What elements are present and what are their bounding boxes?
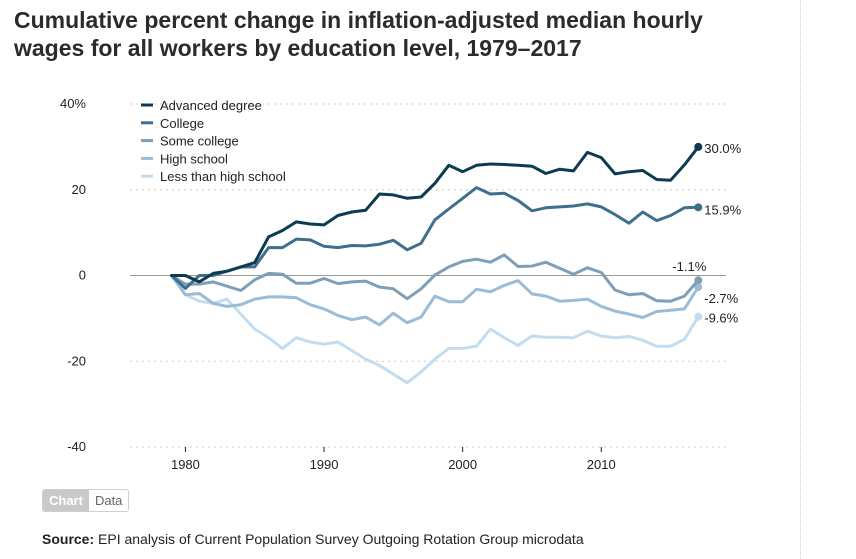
x-tick-label: 2010 [587, 457, 616, 472]
series-end-point [694, 276, 703, 285]
series-end-point [694, 283, 703, 292]
legend-label: Advanced degree [160, 98, 262, 113]
series-end-point [694, 142, 703, 151]
series-line [170, 274, 700, 385]
chart-title: Cumulative percent change in inflation-a… [14, 7, 703, 61]
end-labels: 30.0% 15.9% -1.1% -2.7% -9.6% [672, 141, 741, 326]
series-line [170, 186, 700, 290]
right-divider [800, 0, 801, 559]
end-value-label: -2.7% [704, 291, 738, 306]
end-value-label: 15.9% [704, 202, 741, 217]
series-lines [170, 142, 703, 385]
series-line [170, 253, 700, 303]
end-value-label: -1.1% [672, 259, 706, 274]
end-value-label: -9.6% [704, 311, 738, 326]
chart-tab[interactable]: Chart [43, 490, 89, 511]
series-line [170, 274, 700, 327]
x-tick-label: 1980 [171, 457, 200, 472]
grid [130, 103, 726, 448]
legend: Advanced degree College Some college High s… [141, 98, 286, 184]
x-tick-label: 1990 [310, 457, 339, 472]
y-tick-label: 20 [72, 182, 86, 197]
y-tick-label: -40 [67, 439, 86, 454]
y-tick-label: 0 [79, 268, 86, 283]
source-label: Source: [42, 531, 95, 547]
data-tab[interactable]: Data [88, 490, 129, 511]
source-note: Source: EPI analysis of Current Populati… [42, 531, 584, 547]
series-end-point [694, 203, 703, 212]
legend-label: College [160, 116, 204, 131]
x-axis-ticks: 1980 1990 2000 2010 [171, 447, 616, 472]
legend-label: Less than high school [160, 169, 286, 184]
end-value-label: 30.0% [704, 141, 741, 156]
legend-label: High school [160, 151, 228, 166]
source-text: EPI analysis of Current Population Surve… [98, 531, 584, 547]
series-end-point [694, 312, 703, 321]
legend-label: Some college [160, 134, 239, 149]
y-tick-label: -20 [67, 353, 86, 368]
y-tick-label: 40% [60, 96, 86, 111]
x-tick-label: 2000 [448, 457, 477, 472]
view-toggle: Chart Data [42, 489, 130, 512]
y-axis-ticks: 40% 20 0 -20 -40 [60, 96, 86, 454]
series-line [170, 145, 700, 284]
